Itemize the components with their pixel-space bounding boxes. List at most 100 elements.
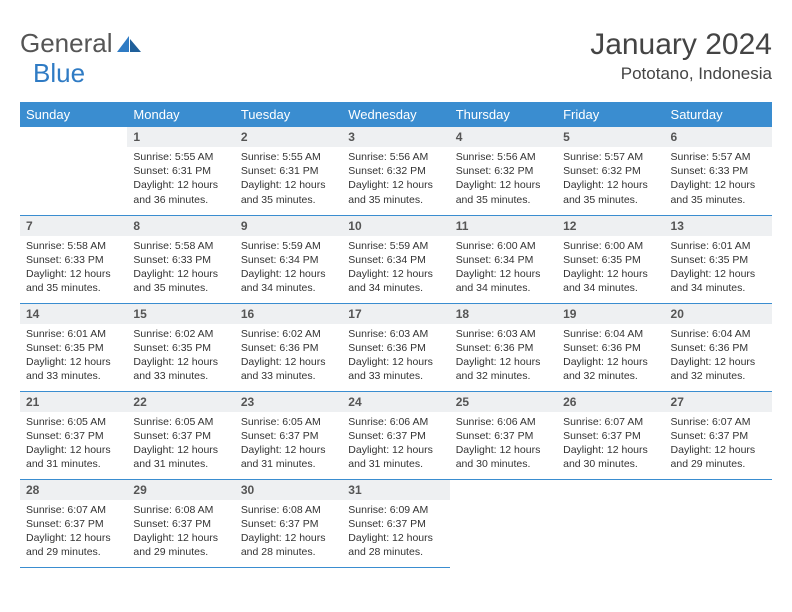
calendar-row: 28Sunrise: 6:07 AMSunset: 6:37 PMDayligh… — [20, 479, 772, 567]
calendar-row: 1Sunrise: 5:55 AMSunset: 6:31 PMDaylight… — [20, 127, 772, 215]
day-number: 17 — [342, 304, 449, 324]
calendar-cell: 28Sunrise: 6:07 AMSunset: 6:37 PMDayligh… — [20, 479, 127, 567]
calendar-cell: 23Sunrise: 6:05 AMSunset: 6:37 PMDayligh… — [235, 391, 342, 479]
calendar-cell — [450, 479, 557, 567]
month-title: January 2024 — [590, 28, 772, 62]
day-details: Sunrise: 6:07 AMSunset: 6:37 PMDaylight:… — [20, 500, 127, 566]
day-details: Sunrise: 5:57 AMSunset: 6:32 PMDaylight:… — [557, 147, 664, 213]
day-details: Sunrise: 5:56 AMSunset: 6:32 PMDaylight:… — [450, 147, 557, 213]
location: Pototano, Indonesia — [590, 64, 772, 84]
header: General January 2024 Pototano, Indonesia — [20, 28, 772, 84]
calendar-cell: 29Sunrise: 6:08 AMSunset: 6:37 PMDayligh… — [127, 479, 234, 567]
day-number: 27 — [665, 392, 772, 412]
weekday-header: Saturday — [665, 102, 772, 127]
calendar-row: 7Sunrise: 5:58 AMSunset: 6:33 PMDaylight… — [20, 215, 772, 303]
calendar-cell: 14Sunrise: 6:01 AMSunset: 6:35 PMDayligh… — [20, 303, 127, 391]
day-details: Sunrise: 5:57 AMSunset: 6:33 PMDaylight:… — [665, 147, 772, 213]
day-details: Sunrise: 6:08 AMSunset: 6:37 PMDaylight:… — [235, 500, 342, 566]
calendar-cell — [665, 479, 772, 567]
calendar-cell: 16Sunrise: 6:02 AMSunset: 6:36 PMDayligh… — [235, 303, 342, 391]
calendar-row: 14Sunrise: 6:01 AMSunset: 6:35 PMDayligh… — [20, 303, 772, 391]
day-number: 7 — [20, 216, 127, 236]
day-details: Sunrise: 5:58 AMSunset: 6:33 PMDaylight:… — [20, 236, 127, 302]
brand-part1: General — [20, 28, 113, 59]
day-details: Sunrise: 6:05 AMSunset: 6:37 PMDaylight:… — [127, 412, 234, 478]
calendar-row: 21Sunrise: 6:05 AMSunset: 6:37 PMDayligh… — [20, 391, 772, 479]
calendar-cell: 17Sunrise: 6:03 AMSunset: 6:36 PMDayligh… — [342, 303, 449, 391]
day-number: 6 — [665, 127, 772, 147]
day-number: 9 — [235, 216, 342, 236]
day-details: Sunrise: 6:02 AMSunset: 6:35 PMDaylight:… — [127, 324, 234, 390]
calendar-cell: 4Sunrise: 5:56 AMSunset: 6:32 PMDaylight… — [450, 127, 557, 215]
day-details: Sunrise: 6:00 AMSunset: 6:34 PMDaylight:… — [450, 236, 557, 302]
day-details: Sunrise: 5:55 AMSunset: 6:31 PMDaylight:… — [235, 147, 342, 213]
calendar-cell: 6Sunrise: 5:57 AMSunset: 6:33 PMDaylight… — [665, 127, 772, 215]
day-details: Sunrise: 6:09 AMSunset: 6:37 PMDaylight:… — [342, 500, 449, 566]
calendar-cell — [20, 127, 127, 215]
calendar-cell: 2Sunrise: 5:55 AMSunset: 6:31 PMDaylight… — [235, 127, 342, 215]
day-details: Sunrise: 6:08 AMSunset: 6:37 PMDaylight:… — [127, 500, 234, 566]
day-number: 30 — [235, 480, 342, 500]
day-details: Sunrise: 5:55 AMSunset: 6:31 PMDaylight:… — [127, 147, 234, 213]
day-number: 21 — [20, 392, 127, 412]
weekday-header: Thursday — [450, 102, 557, 127]
weekday-header: Sunday — [20, 102, 127, 127]
day-number: 2 — [235, 127, 342, 147]
calendar-cell: 19Sunrise: 6:04 AMSunset: 6:36 PMDayligh… — [557, 303, 664, 391]
calendar-cell: 12Sunrise: 6:00 AMSunset: 6:35 PMDayligh… — [557, 215, 664, 303]
calendar-cell: 31Sunrise: 6:09 AMSunset: 6:37 PMDayligh… — [342, 479, 449, 567]
day-details: Sunrise: 5:59 AMSunset: 6:34 PMDaylight:… — [235, 236, 342, 302]
calendar-cell: 9Sunrise: 5:59 AMSunset: 6:34 PMDaylight… — [235, 215, 342, 303]
calendar-cell: 21Sunrise: 6:05 AMSunset: 6:37 PMDayligh… — [20, 391, 127, 479]
calendar-cell: 5Sunrise: 5:57 AMSunset: 6:32 PMDaylight… — [557, 127, 664, 215]
weekday-header: Wednesday — [342, 102, 449, 127]
day-number: 23 — [235, 392, 342, 412]
day-details: Sunrise: 6:02 AMSunset: 6:36 PMDaylight:… — [235, 324, 342, 390]
day-details: Sunrise: 6:00 AMSunset: 6:35 PMDaylight:… — [557, 236, 664, 302]
day-number: 1 — [127, 127, 234, 147]
day-details: Sunrise: 6:04 AMSunset: 6:36 PMDaylight:… — [665, 324, 772, 390]
day-number: 13 — [665, 216, 772, 236]
calendar-cell: 30Sunrise: 6:08 AMSunset: 6:37 PMDayligh… — [235, 479, 342, 567]
calendar-cell: 24Sunrise: 6:06 AMSunset: 6:37 PMDayligh… — [342, 391, 449, 479]
day-number: 16 — [235, 304, 342, 324]
day-details: Sunrise: 6:07 AMSunset: 6:37 PMDaylight:… — [557, 412, 664, 478]
day-details: Sunrise: 6:03 AMSunset: 6:36 PMDaylight:… — [342, 324, 449, 390]
day-number: 22 — [127, 392, 234, 412]
calendar-cell: 20Sunrise: 6:04 AMSunset: 6:36 PMDayligh… — [665, 303, 772, 391]
day-details: Sunrise: 6:01 AMSunset: 6:35 PMDaylight:… — [665, 236, 772, 302]
day-number: 24 — [342, 392, 449, 412]
day-details: Sunrise: 6:06 AMSunset: 6:37 PMDaylight:… — [450, 412, 557, 478]
title-block: January 2024 Pototano, Indonesia — [590, 28, 772, 84]
day-details: Sunrise: 5:59 AMSunset: 6:34 PMDaylight:… — [342, 236, 449, 302]
day-number: 26 — [557, 392, 664, 412]
day-number: 29 — [127, 480, 234, 500]
day-details: Sunrise: 6:01 AMSunset: 6:35 PMDaylight:… — [20, 324, 127, 390]
day-number: 12 — [557, 216, 664, 236]
calendar-body: 1Sunrise: 5:55 AMSunset: 6:31 PMDaylight… — [20, 127, 772, 567]
day-number: 18 — [450, 304, 557, 324]
day-number: 15 — [127, 304, 234, 324]
day-number: 5 — [557, 127, 664, 147]
day-details: Sunrise: 6:03 AMSunset: 6:36 PMDaylight:… — [450, 324, 557, 390]
calendar-cell: 3Sunrise: 5:56 AMSunset: 6:32 PMDaylight… — [342, 127, 449, 215]
calendar-cell — [557, 479, 664, 567]
day-number: 4 — [450, 127, 557, 147]
calendar-cell: 26Sunrise: 6:07 AMSunset: 6:37 PMDayligh… — [557, 391, 664, 479]
day-details: Sunrise: 6:05 AMSunset: 6:37 PMDaylight:… — [20, 412, 127, 478]
sail-icon — [115, 34, 143, 54]
calendar-cell: 1Sunrise: 5:55 AMSunset: 6:31 PMDaylight… — [127, 127, 234, 215]
weekday-header-row: SundayMondayTuesdayWednesdayThursdayFrid… — [20, 102, 772, 127]
calendar-cell: 13Sunrise: 6:01 AMSunset: 6:35 PMDayligh… — [665, 215, 772, 303]
brand-part2: Blue — [33, 58, 85, 89]
day-details: Sunrise: 6:06 AMSunset: 6:37 PMDaylight:… — [342, 412, 449, 478]
calendar-cell: 10Sunrise: 5:59 AMSunset: 6:34 PMDayligh… — [342, 215, 449, 303]
weekday-header: Monday — [127, 102, 234, 127]
day-details: Sunrise: 6:05 AMSunset: 6:37 PMDaylight:… — [235, 412, 342, 478]
day-details: Sunrise: 6:07 AMSunset: 6:37 PMDaylight:… — [665, 412, 772, 478]
day-number: 10 — [342, 216, 449, 236]
calendar-cell: 15Sunrise: 6:02 AMSunset: 6:35 PMDayligh… — [127, 303, 234, 391]
calendar-cell: 25Sunrise: 6:06 AMSunset: 6:37 PMDayligh… — [450, 391, 557, 479]
brand-logo: General — [20, 28, 143, 59]
day-number: 11 — [450, 216, 557, 236]
